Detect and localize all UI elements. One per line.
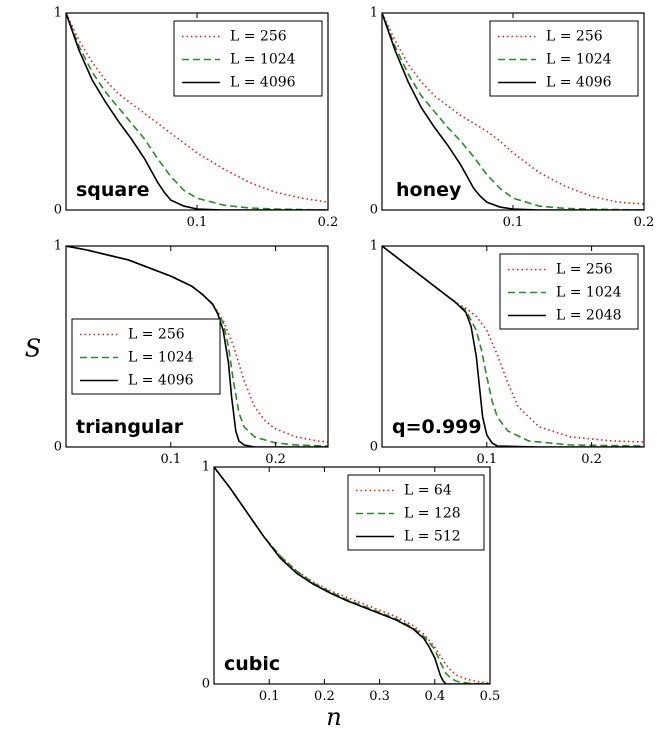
- legend-box: [489, 20, 639, 97]
- legend-entry: L = 1024: [230, 52, 296, 68]
- legend-entry: L = 4096: [230, 75, 296, 91]
- x-tick-label: 0.2: [314, 689, 335, 704]
- x-tick-label: 0.2: [318, 215, 339, 230]
- series-line-1: [66, 246, 328, 443]
- y-tick-label: 1: [202, 460, 210, 475]
- legend-entry: L = 1024: [128, 350, 194, 366]
- y-tick-label: 1: [54, 239, 62, 254]
- y-tick-label: 1: [370, 239, 378, 254]
- x-tick-label: 0.1: [187, 215, 208, 230]
- x-axis-label: n: [326, 703, 341, 731]
- legend-entry: L = 64: [404, 483, 452, 499]
- series-line-3: [66, 246, 328, 447]
- panel-label: triangular: [76, 416, 184, 438]
- panel-square: 0.1 0.2 0 1 square L = 256 L = 1024 L = 4096: [54, 6, 339, 231]
- x-tick-label: 0.1: [503, 215, 524, 230]
- legend: L = 256 L = 1024 L = 2048: [499, 253, 639, 330]
- legend-box: [71, 318, 221, 395]
- x-tick-label: 0.1: [259, 689, 280, 704]
- series-line-1: [66, 13, 328, 203]
- legend: L = 256 L = 1024 L = 4096: [489, 20, 639, 97]
- x-tick-label: 0.1: [476, 452, 497, 467]
- series-line-1: [382, 13, 644, 205]
- legend-entry: L = 128: [404, 506, 461, 522]
- legend-entry: L = 2048: [556, 308, 622, 324]
- x-tick-label: 0.2: [581, 452, 602, 467]
- y-tick-label: 0: [370, 203, 378, 218]
- legend-entry: L = 4096: [128, 373, 194, 389]
- x-tick-label: 0.2: [265, 452, 286, 467]
- panel-triangular: 0.1 0.2 0 1 triangular L = 256 L = 1024 L = 409…: [54, 239, 329, 467]
- series-line-3: [382, 246, 644, 447]
- legend-box: [173, 20, 323, 97]
- x-tick-label: 0.4: [424, 689, 445, 704]
- legend-entry: L = 256: [556, 262, 613, 278]
- panel-cubic: 0.1 0.2 0.3 0.4 0.5 0 1 cubic L = 64 L = 128 L = 5…: [202, 460, 501, 705]
- y-tick-label: 0: [54, 203, 62, 218]
- y-axis-label: S: [25, 335, 41, 363]
- plot-frame: [213, 466, 491, 685]
- panel-honey: 0.1 0.2 0 1 honey L = 256 L = 1024 L = 4096: [370, 6, 655, 231]
- legend-entry: L = 512: [404, 529, 461, 545]
- panel-label: square: [76, 179, 150, 201]
- panel-label: honey: [396, 179, 462, 201]
- legend: L = 256 L = 1024 L = 4096: [173, 20, 323, 97]
- panel-q-0-999: 0.1 0.2 0 1 q=0.999 L = 256 L = 1024 L = 2048: [370, 239, 645, 467]
- plot-frame: [381, 245, 645, 448]
- legend-box: [347, 474, 485, 551]
- legend-entry: L = 4096: [546, 75, 612, 91]
- legend-entry: L = 256: [128, 327, 185, 343]
- y-tick-label: 0: [370, 440, 378, 455]
- y-tick-label: 1: [370, 6, 378, 21]
- x-tick-label: 0.5: [480, 689, 501, 704]
- series-line-2: [382, 13, 644, 210]
- series-line-1: [214, 467, 490, 684]
- legend-entry: L = 256: [230, 29, 287, 45]
- legend-box: [499, 253, 639, 330]
- x-tick-label: 0.2: [634, 215, 655, 230]
- legend-entry: L = 1024: [546, 52, 612, 68]
- legend: L = 64 L = 128 L = 512: [347, 474, 485, 551]
- panel-label: q=0.999: [392, 416, 482, 438]
- y-tick-label: 0: [202, 677, 210, 692]
- x-tick-label: 0.1: [160, 452, 181, 467]
- y-tick-label: 0: [54, 440, 62, 455]
- series-line-3: [214, 467, 490, 684]
- y-tick-label: 1: [54, 6, 62, 21]
- series-line-2: [214, 467, 490, 684]
- legend-entry: L = 256: [546, 29, 603, 45]
- plot-frame: [65, 245, 329, 448]
- legend: L = 256 L = 1024 L = 4096: [71, 318, 221, 395]
- x-tick-label: 0.3: [369, 689, 390, 704]
- legend-entry: L = 1024: [556, 285, 622, 301]
- panel-label: cubic: [224, 653, 280, 675]
